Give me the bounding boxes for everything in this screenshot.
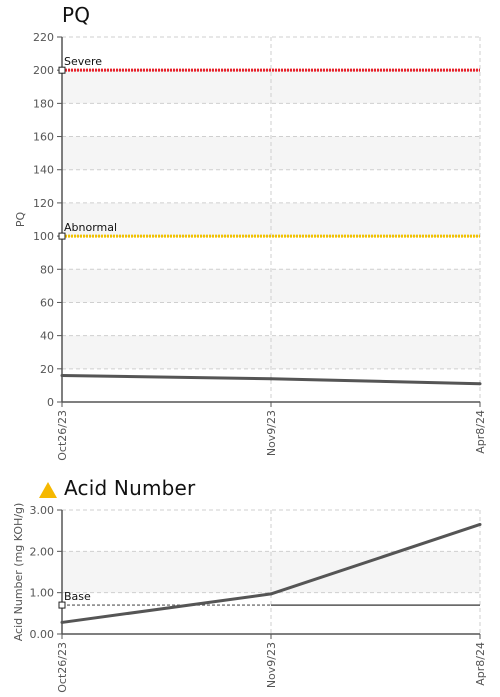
- data-point: [60, 620, 64, 624]
- y-tick-label: 160: [33, 131, 54, 144]
- grid-band: [62, 551, 480, 593]
- y-tick-label: 3.00: [30, 504, 55, 517]
- x-tick-label: Nov9/23: [265, 642, 278, 688]
- y-tick-label: 20: [40, 363, 54, 376]
- baseline-marker: [58, 601, 66, 609]
- y-tick-label: 220: [33, 31, 54, 44]
- y-tick-label: 60: [40, 296, 54, 309]
- limit-marker: [58, 232, 66, 240]
- warning-triangle-icon: [39, 482, 57, 498]
- limit-marker: [58, 66, 66, 74]
- y-tick-label: 0.00: [30, 628, 55, 641]
- pq-plot: 0 20 40 60 80 100 120 140 160 180 200 220 Oct26/23 No…: [14, 31, 487, 461]
- y-tick-label: 1.00: [30, 587, 55, 600]
- y-axis-title: PQ: [14, 212, 27, 228]
- pq-chart-panel: PQ 0 20 40 60 80 100 120 140 160 180 200 220 Oct26/2…: [14, 3, 487, 461]
- data-point: [269, 592, 273, 596]
- chart-title: PQ: [62, 3, 91, 27]
- acid-number-plot: 0.00 1.00 2.00 3.00 Oct26/23 Nov9/23 Apr8/24 Ac…: [12, 503, 487, 693]
- y-tick-label: 80: [40, 263, 54, 276]
- chart-title: Acid Number: [64, 476, 196, 500]
- y-tick-label: 200: [33, 64, 54, 77]
- limit-label: Severe: [64, 55, 102, 68]
- x-tick-label: Apr8/24: [474, 642, 487, 686]
- x-tick-label: Oct26/23: [56, 410, 69, 461]
- data-point: [60, 373, 64, 377]
- y-tick-label: 140: [33, 164, 54, 177]
- limit-label: Abnormal: [64, 221, 117, 234]
- y-tick-label: 180: [33, 97, 54, 110]
- x-tick-label: Oct26/23: [56, 642, 69, 693]
- y-tick-label: 0: [47, 396, 54, 409]
- y-tick-label: 40: [40, 330, 54, 343]
- x-tick-label: Nov9/23: [265, 410, 278, 456]
- data-point: [478, 522, 482, 526]
- x-tick-label: Apr8/24: [474, 410, 487, 454]
- y-tick-label: 120: [33, 197, 54, 210]
- data-point: [478, 382, 482, 386]
- y-tick-label: 2.00: [30, 545, 55, 558]
- y-tick-label: 100: [33, 230, 54, 243]
- data-point: [269, 377, 273, 381]
- baseline-label: Base: [64, 590, 91, 603]
- y-axis-title: Acid Number (mg KOH/g): [12, 503, 25, 642]
- acid-number-chart-panel: Acid Number 0.00 1.00 2.00 3.00 Oct26/23 Nov9…: [0, 470, 500, 697]
